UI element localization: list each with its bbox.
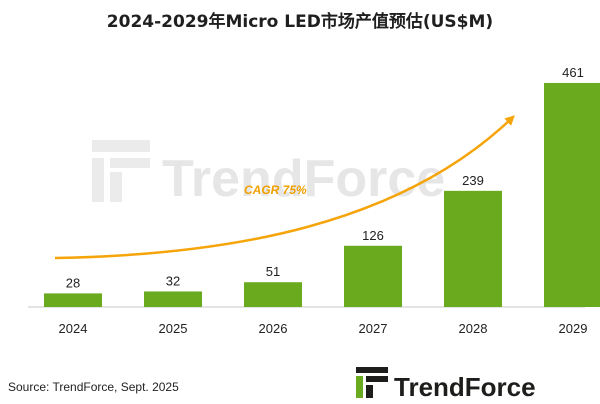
x-tick-2026: 2026 (259, 321, 288, 336)
brand-logo-icon (356, 367, 388, 398)
source-note: Source: TrendForce, Sept. 2025 (8, 380, 179, 394)
brand-name: TrendForce (394, 372, 536, 402)
x-tick-2027: 2027 (359, 321, 388, 336)
cagr-annotation: CAGR 75% (244, 183, 307, 197)
bar-2028 (444, 190, 502, 307)
cagr-arrow (54, 115, 515, 260)
x-ticks-group: 2024 2025 2026 2027 2028 2029 (59, 321, 588, 336)
bar-2027 (344, 245, 402, 307)
x-tick-2028: 2028 (459, 321, 488, 336)
x-tick-2024: 2024 (59, 321, 88, 336)
value-label-2024: 28 (66, 275, 80, 290)
bar-2024 (44, 293, 102, 307)
bar-2029 (544, 82, 600, 307)
brand-logo: TrendForce (356, 367, 536, 402)
bar-2025 (144, 291, 202, 307)
chart-title: 2024-2029年Micro LED市场产值预估(US$M) (107, 11, 493, 32)
watermark: TrendForce (92, 140, 445, 208)
bar-2026 (244, 282, 302, 307)
value-labels-group: 28 32 51 126 239 461 (66, 65, 584, 290)
watermark-logo-icon (92, 140, 150, 202)
value-label-2028: 239 (462, 173, 484, 188)
value-label-2026: 51 (266, 264, 280, 279)
value-label-2025: 32 (166, 273, 180, 288)
x-tick-2025: 2025 (159, 321, 188, 336)
value-label-2027: 126 (362, 228, 384, 243)
x-tick-2029: 2029 (559, 321, 588, 336)
watermark-text: TrendForce (162, 150, 445, 208)
bars-group (44, 82, 600, 307)
value-label-2029: 461 (562, 65, 584, 80)
